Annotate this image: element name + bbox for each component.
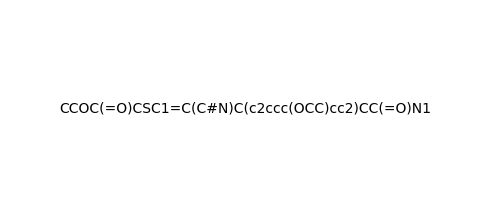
Text: CCOC(=O)CSC1=C(C#N)C(c2ccc(OCC)cc2)CC(=O)N1: CCOC(=O)CSC1=C(C#N)C(c2ccc(OCC)cc2)CC(=O… — [59, 101, 432, 115]
